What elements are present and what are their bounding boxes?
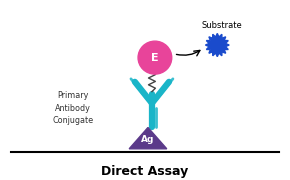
Text: Primary
Antibody
Conjugate: Primary Antibody Conjugate bbox=[52, 91, 93, 125]
Circle shape bbox=[138, 41, 172, 74]
Text: Direct Assay: Direct Assay bbox=[102, 165, 188, 178]
Text: Substrate: Substrate bbox=[202, 21, 243, 30]
Text: E: E bbox=[151, 53, 159, 63]
Polygon shape bbox=[129, 127, 167, 149]
Polygon shape bbox=[205, 33, 229, 57]
Text: Ag: Ag bbox=[141, 135, 155, 144]
